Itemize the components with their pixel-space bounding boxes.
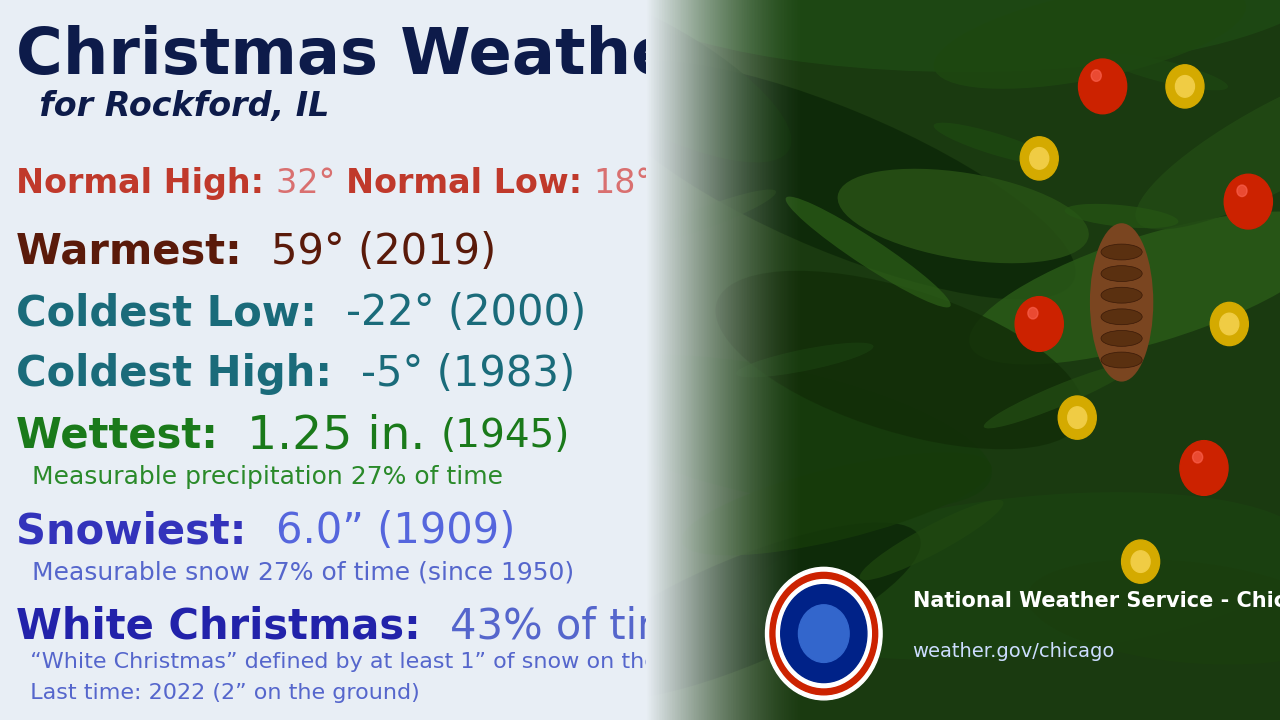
Text: 1.25 in.: 1.25 in. <box>247 413 440 458</box>
Circle shape <box>765 567 882 700</box>
Text: for Rockford, IL: for Rockford, IL <box>17 90 329 123</box>
Text: 43% of time: 43% of time <box>449 606 703 647</box>
Circle shape <box>1180 441 1228 495</box>
Text: -5° (1983): -5° (1983) <box>361 354 576 395</box>
Circle shape <box>1121 540 1160 583</box>
Ellipse shape <box>598 60 1075 300</box>
Circle shape <box>1068 407 1087 428</box>
Text: White Christmas:: White Christmas: <box>17 606 449 647</box>
Ellipse shape <box>1135 58 1280 230</box>
Text: Wettest:: Wettest: <box>17 415 247 456</box>
Circle shape <box>1079 59 1126 114</box>
Circle shape <box>1020 137 1059 180</box>
Ellipse shape <box>681 453 992 555</box>
Ellipse shape <box>969 212 1280 364</box>
Text: Last time: 2022 (2” on the ground): Last time: 2022 (2” on the ground) <box>17 683 420 703</box>
Ellipse shape <box>837 168 1089 264</box>
Ellipse shape <box>1089 223 1153 382</box>
Ellipse shape <box>1101 266 1142 282</box>
Ellipse shape <box>502 0 791 163</box>
Ellipse shape <box>736 343 873 377</box>
Text: weather.gov/chicago: weather.gov/chicago <box>913 642 1115 661</box>
Ellipse shape <box>860 500 1004 580</box>
Ellipse shape <box>1101 330 1142 346</box>
Text: National Weather Service - Chicago: National Weather Service - Chicago <box>913 591 1280 611</box>
Ellipse shape <box>1101 287 1142 303</box>
Text: (1945): (1945) <box>440 417 570 454</box>
Circle shape <box>1220 313 1239 335</box>
Ellipse shape <box>584 0 1280 72</box>
Text: 32°: 32° <box>275 167 346 200</box>
Text: Measurable precipitation 27% of time: Measurable precipitation 27% of time <box>17 464 503 489</box>
Ellipse shape <box>934 0 1245 89</box>
Circle shape <box>1015 297 1064 351</box>
Circle shape <box>776 580 872 688</box>
Ellipse shape <box>1101 244 1142 260</box>
Ellipse shape <box>1065 204 1179 228</box>
Circle shape <box>781 585 867 683</box>
Ellipse shape <box>742 492 1280 660</box>
Ellipse shape <box>716 271 1084 449</box>
Ellipse shape <box>786 197 951 307</box>
Text: 59° (2019): 59° (2019) <box>271 231 497 273</box>
Ellipse shape <box>1101 309 1142 325</box>
Text: -22° (2000): -22° (2000) <box>346 292 586 334</box>
Circle shape <box>1236 185 1247 197</box>
Text: Normal Low:: Normal Low: <box>346 167 594 200</box>
Ellipse shape <box>1027 559 1280 665</box>
Text: Normal High:: Normal High: <box>17 167 275 200</box>
Circle shape <box>1211 302 1248 346</box>
Text: Measurable snow 27% of time (since 1950): Measurable snow 27% of time (since 1950) <box>17 560 575 585</box>
Circle shape <box>1166 65 1204 108</box>
Circle shape <box>1091 70 1101 81</box>
Ellipse shape <box>933 122 1056 166</box>
Text: Coldest Low:: Coldest Low: <box>17 292 346 334</box>
Ellipse shape <box>1101 352 1142 368</box>
Circle shape <box>1132 551 1151 572</box>
Text: Coldest High:: Coldest High: <box>17 354 361 395</box>
Ellipse shape <box>562 523 920 701</box>
Text: “White Christmas” defined by at least 1” of snow on the ground: “White Christmas” defined by at least 1”… <box>17 652 744 672</box>
Circle shape <box>1193 451 1203 463</box>
Circle shape <box>1224 174 1272 229</box>
Ellipse shape <box>1103 54 1228 90</box>
Text: 6.0” (1909): 6.0” (1909) <box>275 510 515 552</box>
Text: 18°: 18° <box>594 167 653 200</box>
Ellipse shape <box>554 355 992 509</box>
Ellipse shape <box>984 364 1133 428</box>
Ellipse shape <box>644 189 776 243</box>
Circle shape <box>799 605 849 662</box>
Circle shape <box>1028 307 1038 319</box>
Circle shape <box>1029 148 1048 169</box>
Text: Snowiest:: Snowiest: <box>17 510 275 552</box>
Text: Warmest:: Warmest: <box>17 231 271 273</box>
Circle shape <box>771 572 878 695</box>
Circle shape <box>1059 396 1096 439</box>
Circle shape <box>1175 76 1194 97</box>
Text: Christmas Weather History: Christmas Weather History <box>17 25 989 89</box>
